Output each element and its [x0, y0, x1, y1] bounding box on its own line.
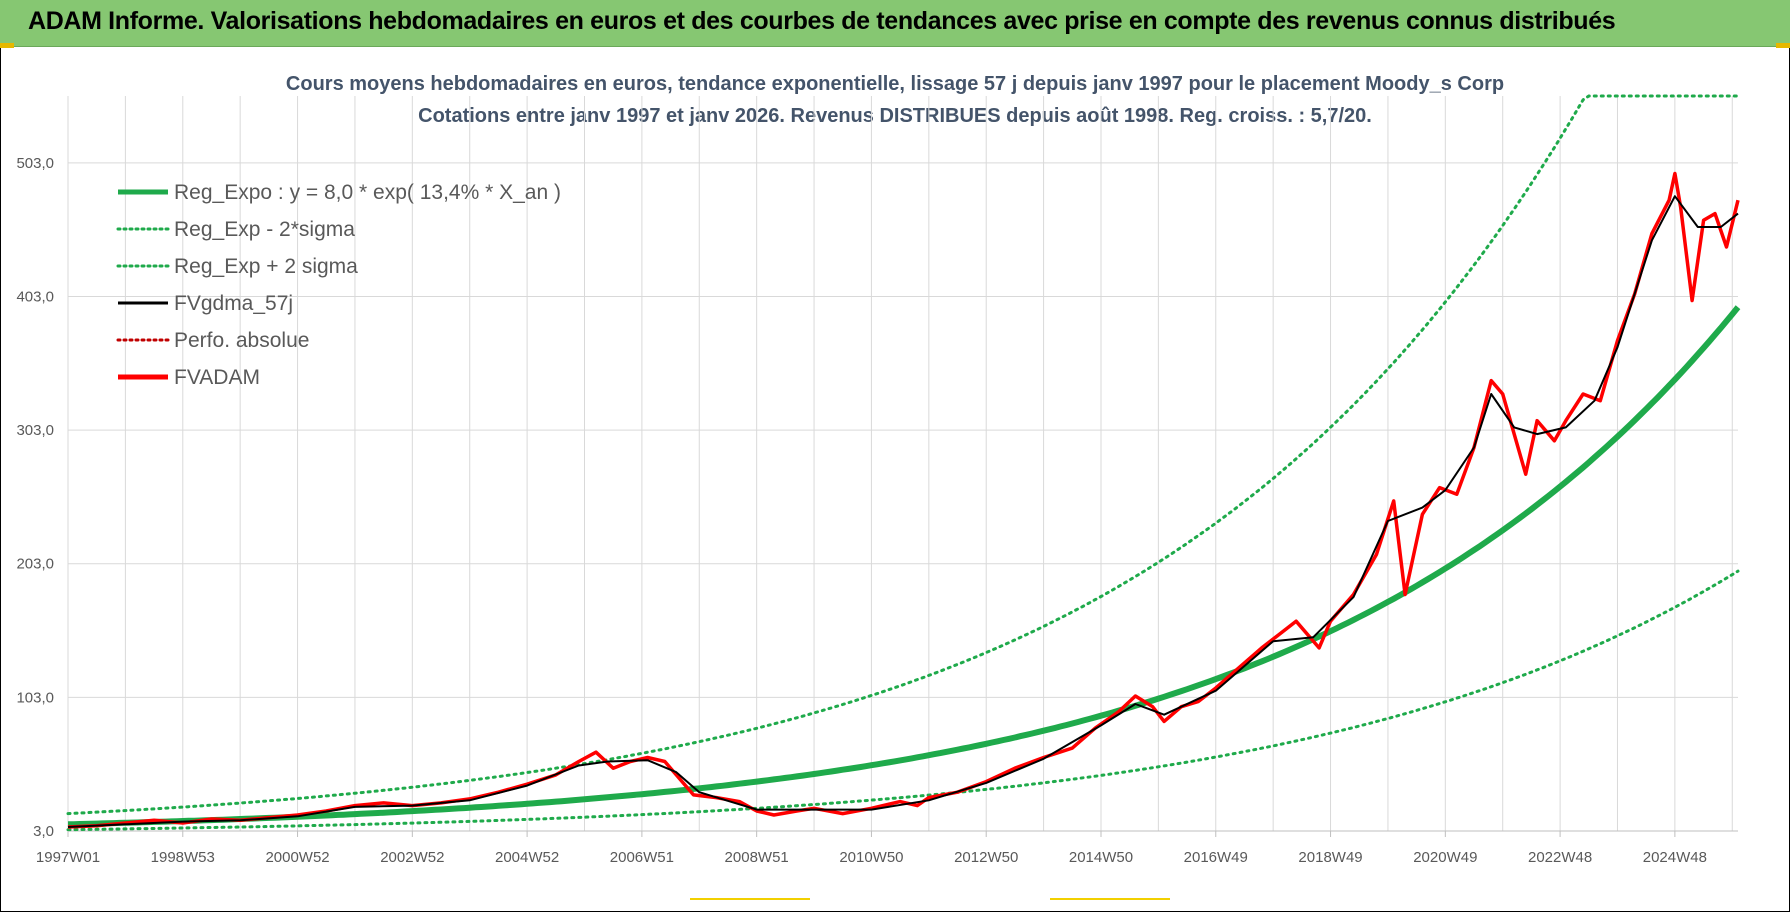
- y-tick-label: 503,0: [16, 155, 54, 172]
- y-tick-label: 403,0: [16, 288, 54, 305]
- x-tick-label: 1997W01: [36, 849, 100, 866]
- y-axis: 3,0 103,0 203,0 303,0 403,0 503,0: [16, 155, 54, 840]
- x-tick-label: 2012W50: [954, 849, 1018, 866]
- x-tick-label: 2016W49: [1184, 849, 1248, 866]
- x-tick-label: 2006W51: [610, 849, 674, 866]
- corner-mark-right: [1776, 43, 1790, 48]
- legend: Reg_Expo : y = 8,0 * exp( 13,4% * X_an )…: [116, 181, 561, 389]
- x-tick-label: 2014W50: [1069, 849, 1133, 866]
- y-tick-label: 203,0: [16, 556, 54, 573]
- legend-label: Reg_Exp + 2 sigma: [174, 255, 358, 278]
- header-banner: ADAM Informe. Valorisations hebdomadaire…: [0, 0, 1790, 47]
- legend-label: Reg_Exp - 2*sigma: [174, 218, 355, 241]
- reg-exp-minus-2sigma-line: [66, 569, 1740, 832]
- x-tick-label: 2022W48: [1528, 849, 1592, 866]
- reg-expo-line: [67, 305, 1741, 828]
- series-lines: [66, 94, 1741, 832]
- y-tick-label: 303,0: [16, 422, 54, 439]
- corner-mark-left: [0, 43, 14, 48]
- x-tick-label: 1998W53: [151, 849, 215, 866]
- gridlines: [67, 96, 1738, 832]
- bottom-mark-1: [690, 898, 810, 900]
- x-tick-label: 2020W49: [1413, 849, 1477, 866]
- y-tick-label: 103,0: [16, 689, 54, 706]
- x-tick-label: 2024W48: [1643, 849, 1707, 866]
- x-tick-label: 2002W52: [380, 849, 444, 866]
- chart-subtitle: Cotations entre janv 1997 et janv 2026. …: [418, 105, 1372, 127]
- x-tick-label: 2018W49: [1298, 849, 1362, 866]
- legend-label: FVADAM: [174, 366, 260, 389]
- x-tick-label: 2004W52: [495, 849, 559, 866]
- fvadam-line: [67, 171, 1740, 829]
- y-tick-label: 3,0: [33, 823, 54, 840]
- bottom-mark-2: [1050, 898, 1170, 900]
- report-title: ADAM Informe. Valorisations hebdomadaire…: [28, 7, 1616, 35]
- legend-label: Perfo. absolue: [174, 329, 309, 352]
- chart-title: Cours moyens hebdomadaires en euros, ten…: [285, 73, 1505, 95]
- legend-label: FVgdma_57j: [174, 292, 293, 315]
- reg-exp-plus-2sigma-line: [66, 94, 1740, 816]
- x-tick-label: 2008W51: [725, 849, 789, 866]
- x-axis: 1997W01 1998W53 2000W52 2002W52 2004W52 2006W…: [36, 831, 1707, 866]
- fvgdma-line: [67, 195, 1739, 828]
- x-tick-label: 2000W52: [265, 849, 329, 866]
- legend-label: Reg_Expo : y = 8,0 * exp( 13,4% * X_an ): [174, 181, 561, 204]
- x-tick-label: 2010W50: [839, 849, 903, 866]
